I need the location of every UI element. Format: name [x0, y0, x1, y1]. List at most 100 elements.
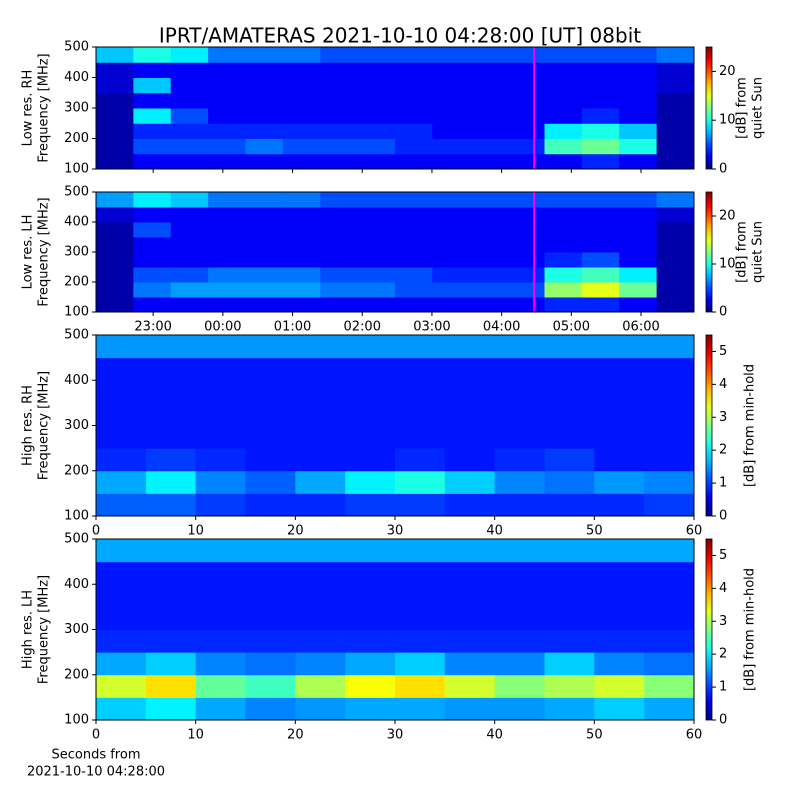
heatmap-cell: [208, 222, 246, 238]
heatmap-cell: [96, 425, 147, 449]
heatmap-cell: [208, 108, 246, 124]
colorbar-label: [dB] from min-hold: [743, 364, 758, 487]
heatmap-cell: [295, 584, 346, 608]
heatmap-cell: [544, 47, 583, 63]
heatmap-cell: [96, 606, 147, 630]
heatmap-cell: [494, 425, 545, 449]
heatmap-cell: [619, 267, 658, 283]
heatmap-cell: [245, 539, 296, 563]
y-tick-label: 500: [64, 185, 89, 200]
heatmap-cell: [507, 222, 545, 238]
y-tick-label: 400: [64, 577, 89, 592]
heatmap-cell: [96, 207, 134, 223]
colorbar-tick-label: 10: [719, 113, 736, 128]
x-tick-label: 0: [92, 728, 100, 743]
x-axis-label: 2021-10-10 04:28:00: [27, 765, 165, 780]
y-tick-label: 300: [64, 418, 89, 433]
heatmap-cell: [170, 123, 209, 139]
heatmap-cell: [656, 92, 695, 109]
heatmap-cell: [544, 92, 583, 109]
heatmap-cell: [432, 108, 471, 124]
colorbar: [705, 46, 713, 170]
heatmap-cell: [282, 153, 321, 170]
heatmap-cell: [444, 425, 496, 449]
heatmap-cell: [395, 357, 446, 381]
heatmap-cell: [145, 335, 197, 359]
heatmap-cell: [357, 222, 396, 238]
heatmap-cell: [581, 108, 620, 124]
heatmap-cell: [96, 652, 147, 676]
heatmap-cell: [469, 123, 508, 139]
heatmap-cell: [656, 77, 695, 94]
heatmap-cell: [96, 448, 147, 472]
heatmap-cell: [594, 674, 645, 698]
heatmap-cell: [195, 402, 246, 426]
heatmap-cell: [96, 252, 134, 268]
y-tick-label: 400: [64, 373, 89, 388]
heatmap-cell: [245, 92, 284, 109]
heatmap-cell: [432, 237, 471, 253]
heatmap-cell: [208, 267, 246, 283]
heatmap-cell: [619, 207, 658, 223]
heatmap-cell: [345, 539, 396, 563]
heatmap-cell: [432, 62, 471, 78]
heatmap-cell: [96, 123, 134, 139]
heatmap-cell: [544, 606, 595, 630]
heatmap-cell: [357, 92, 396, 109]
heatmap-cell: [469, 62, 508, 78]
heatmap-cell: [357, 138, 396, 155]
heatmap-cell: [444, 606, 496, 630]
heatmap-cell: [469, 267, 508, 283]
colorbar-tick-label: 0: [719, 162, 727, 177]
heatmap-cell: [507, 153, 545, 170]
heatmap-cell: [295, 674, 346, 698]
heatmap-cell: [320, 207, 359, 223]
heatmap-cell: [145, 470, 197, 494]
heatmap-cell: [594, 697, 645, 721]
heatmap-cell: [469, 77, 508, 94]
heatmap-cell: [170, 222, 209, 238]
heatmap-cell: [357, 62, 396, 78]
heatmap-cell: [619, 62, 658, 78]
heatmap-cell: [133, 282, 172, 298]
heatmap-cell: [345, 448, 396, 472]
heatmap-cell: [195, 448, 246, 472]
heatmap-cell: [432, 207, 471, 223]
heatmap-cell: [507, 92, 545, 109]
heatmap-cell: [432, 282, 471, 298]
colorbar-tick-label: 0: [719, 713, 727, 728]
heatmap-cell: [96, 629, 147, 653]
heatmap-cell: [581, 207, 620, 223]
heatmap-cell: [507, 267, 545, 283]
y-tick-label: 200: [64, 131, 89, 146]
heatmap-cell: [170, 252, 209, 268]
heatmap-cell: [245, 357, 296, 381]
heatmap-cell: [494, 629, 545, 653]
heatmap-cell: [432, 252, 471, 268]
heatmap-cell: [96, 539, 147, 563]
heatmap-cell: [469, 207, 508, 223]
heatmap-cell: [507, 138, 545, 155]
colorbar-tick-label: 20: [719, 209, 736, 224]
heatmap-cell: [245, 153, 284, 170]
heatmap-cell: [145, 629, 197, 653]
colorbar-tick-label: 1: [719, 680, 727, 695]
heatmap-cell: [594, 561, 645, 585]
heatmap-cell: [345, 652, 396, 676]
heatmap-cell: [357, 123, 396, 139]
heatmap-cell: [133, 108, 172, 124]
heatmap-cell: [544, 153, 583, 170]
heatmap-cell: [282, 123, 321, 139]
x-tick-label: 00:00: [204, 320, 241, 335]
heatmap-cell: [245, 629, 296, 653]
heatmap-cell: [644, 652, 695, 676]
x-tick-label: 10: [187, 728, 204, 743]
heatmap-cell: [282, 47, 321, 63]
heatmap-cell: [619, 108, 658, 124]
heatmap-cell: [345, 561, 396, 585]
heatmap-cell: [345, 493, 396, 517]
y-axis-label: Frequency [MHz]: [37, 53, 52, 162]
heatmap-cell: [469, 252, 508, 268]
heatmap-cell: [432, 297, 471, 313]
heatmap-cell: [494, 606, 545, 630]
